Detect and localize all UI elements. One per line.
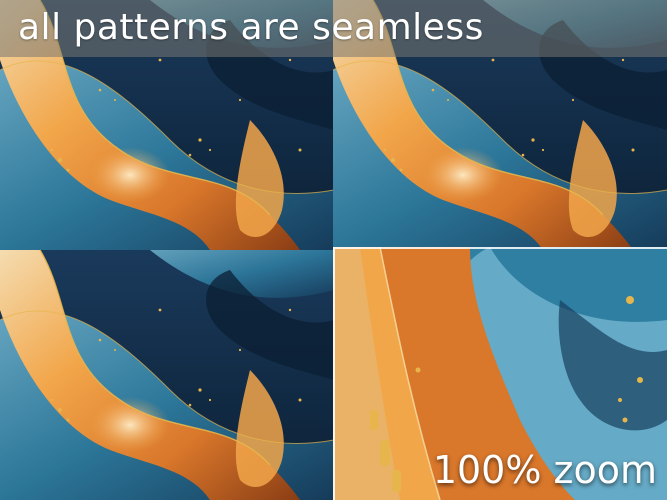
pattern-tile-bottom-left xyxy=(0,249,335,500)
page-title: all patterns are seamless xyxy=(18,7,484,48)
zoom-level-label: 100% zoom xyxy=(432,448,657,492)
zoom-panel-frame: 100% zoom xyxy=(333,247,667,500)
zoomed-detail xyxy=(333,247,667,500)
title-banner: all patterns are seamless xyxy=(0,0,667,57)
